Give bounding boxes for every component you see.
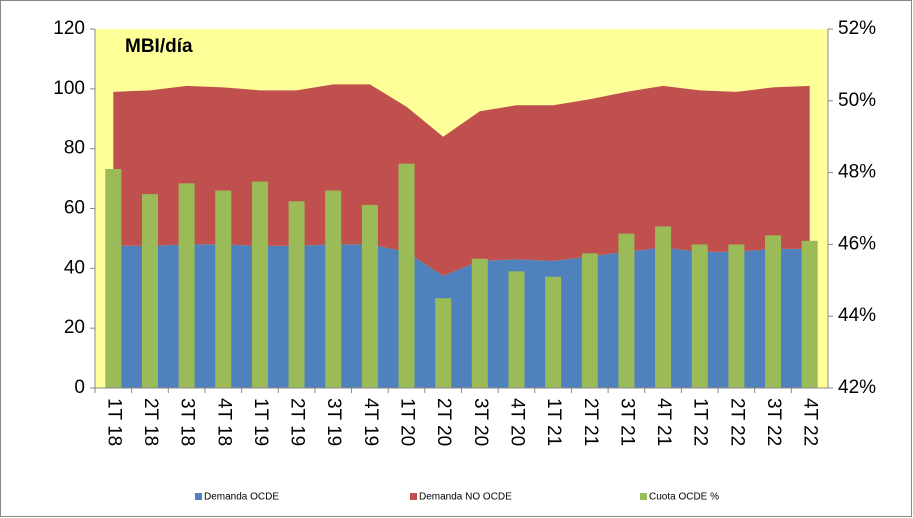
y2-tick-label: 44% [838,305,876,326]
bar [508,271,525,388]
y2-tick-label: 52% [838,18,876,39]
x-tick-label: 4T 21 [653,398,674,446]
bar [435,298,452,388]
y-tick-label: 80 [64,138,85,159]
bar [141,194,158,388]
x-tick-label: 1T 20 [397,398,418,446]
bar [398,163,415,388]
y2-tick-label: 46% [838,233,876,254]
y-tick-label: 120 [53,18,85,39]
x-tick-label: 1T 22 [690,398,711,446]
bar [215,190,232,388]
bar [288,201,305,388]
x-tick-label: 4T 18 [213,398,234,446]
bar [801,240,818,388]
y-tick-label: 20 [64,317,85,338]
x-tick-label: 2T 18 [140,398,161,446]
bar [765,235,782,388]
bar [618,233,635,388]
x-tick-label: 3T 20 [470,398,491,446]
y-tick-label: 60 [64,198,85,219]
x-tick-label: 3T 19 [323,398,344,446]
y-tick-label: 0 [74,377,85,398]
x-tick-label: 4T 19 [360,398,381,446]
bar [361,204,378,388]
legend-label: Demanda NO OCDE [419,492,512,503]
bar [471,258,488,388]
bar [251,181,268,388]
x-tick-label: 4T 20 [506,398,527,446]
legend-label: Demanda OCDE [204,492,279,503]
y-tick-label: 40 [64,257,85,278]
y-tick-label: 100 [53,78,85,99]
x-tick-label: 1T 18 [103,398,124,446]
x-tick-label: 2T 22 [726,398,747,446]
bar [581,253,598,388]
y2-tick-label: 48% [838,162,876,183]
legend-swatch [410,493,417,500]
x-tick-label: 4T 22 [800,398,821,446]
area [113,84,810,276]
x-tick-label: 2T 20 [433,398,454,446]
legend-label: Cuota OCDE % [649,492,719,503]
bar [655,226,672,388]
x-tick-label: 1T 21 [543,398,564,446]
area [113,244,810,388]
x-tick-label: 2T 19 [287,398,308,446]
x-tick-label: 1T 19 [250,398,271,446]
legend-swatch [640,493,647,500]
bar [691,244,708,388]
bar [178,183,195,388]
x-tick-label: 3T 21 [616,398,637,446]
bar [545,276,562,388]
chart-title: MBI/día [125,36,193,57]
x-tick-label: 3T 22 [763,398,784,446]
legend-swatch [195,493,202,500]
bar [728,244,745,388]
x-tick-label: 2T 21 [580,398,601,446]
x-tick-label: 3T 18 [177,398,198,446]
y2-tick-label: 50% [838,90,876,111]
bar [325,190,342,388]
y2-tick-label: 42% [838,377,876,398]
bar [105,169,122,388]
